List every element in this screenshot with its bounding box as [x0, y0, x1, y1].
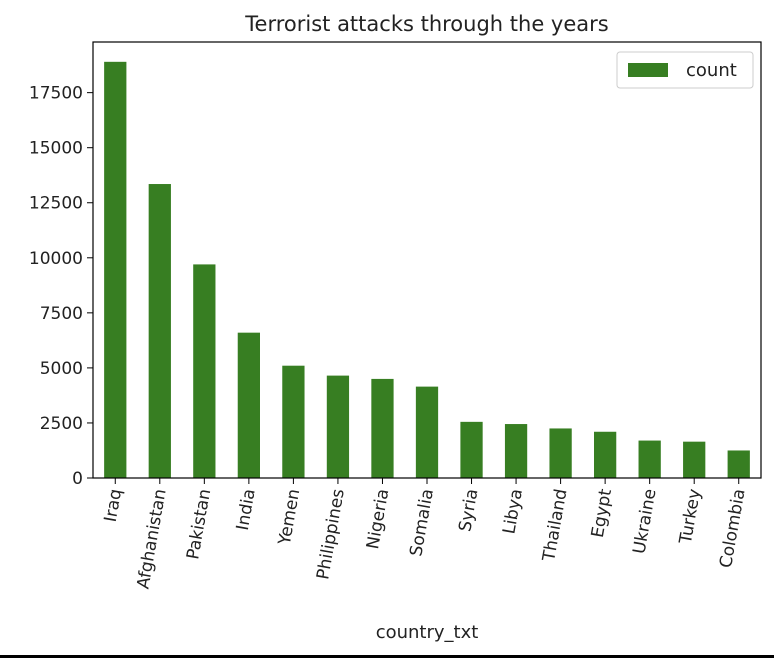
bar-pakistan — [193, 264, 216, 478]
bar-yemen — [282, 365, 305, 478]
x-axis-label: country_txt — [376, 622, 479, 643]
x-tick-label: Afghanistan — [133, 487, 170, 590]
bar-india — [237, 332, 260, 478]
bar-afghanistan — [148, 184, 171, 478]
bar-libya — [504, 424, 528, 478]
y-tick-label: 0 — [72, 469, 83, 489]
legend-swatch — [628, 63, 668, 77]
x-tick-label: Thailand — [539, 487, 572, 563]
y-tick-label: 5000 — [40, 359, 83, 379]
y-tick-label: 12500 — [29, 194, 83, 214]
legend-frame — [616, 51, 754, 89]
legend-label: count — [686, 60, 737, 81]
bar-nigeria — [371, 378, 394, 478]
bar-syria — [460, 421, 483, 478]
x-tick-label: Syria — [455, 487, 482, 533]
bar-philippines — [326, 375, 350, 478]
y-tick-label: 10000 — [29, 249, 83, 269]
x-tick-label: Colombia — [716, 487, 750, 569]
bar-ukraine — [638, 440, 661, 478]
y-tick-label: 7500 — [40, 304, 83, 324]
x-tick-label: Egypt — [588, 487, 616, 539]
x-tick-label: India — [233, 487, 260, 532]
x-tick-label: Libya — [499, 487, 527, 535]
x-axis: Iraq Afghanistan Pakistan India Yemen Philipp… — [101, 478, 750, 591]
x-tick-label: Somalia — [406, 487, 438, 557]
bar-iraq — [104, 61, 127, 479]
x-tick-label: Ukraine — [629, 487, 660, 555]
x-tick-label: Iraq — [101, 487, 126, 523]
chart-title: Terrorist attacks through the years — [244, 12, 608, 36]
x-tick-label: Turkey — [676, 487, 705, 546]
y-axis: 0 2500 5000 7500 10000 12500 15000 17500 — [29, 84, 93, 489]
bar-egypt — [594, 431, 617, 478]
x-tick-label: Philippines — [313, 487, 349, 581]
x-tick-label: Yemen — [275, 487, 305, 547]
bar-somalia — [415, 386, 439, 478]
bar-turkey — [683, 441, 706, 478]
bars-group — [104, 61, 750, 479]
bar-thailand — [549, 428, 572, 478]
x-tick-label: Nigeria — [363, 487, 393, 550]
y-tick-label: 2500 — [40, 414, 83, 434]
x-tick-label: Pakistan — [183, 487, 215, 561]
y-tick-label: 17500 — [29, 84, 83, 104]
bar-colombia — [727, 450, 750, 478]
y-tick-label: 15000 — [29, 139, 83, 159]
legend: count — [616, 51, 754, 89]
plot-frame — [92, 41, 762, 479]
bottom-border — [0, 655, 774, 658]
